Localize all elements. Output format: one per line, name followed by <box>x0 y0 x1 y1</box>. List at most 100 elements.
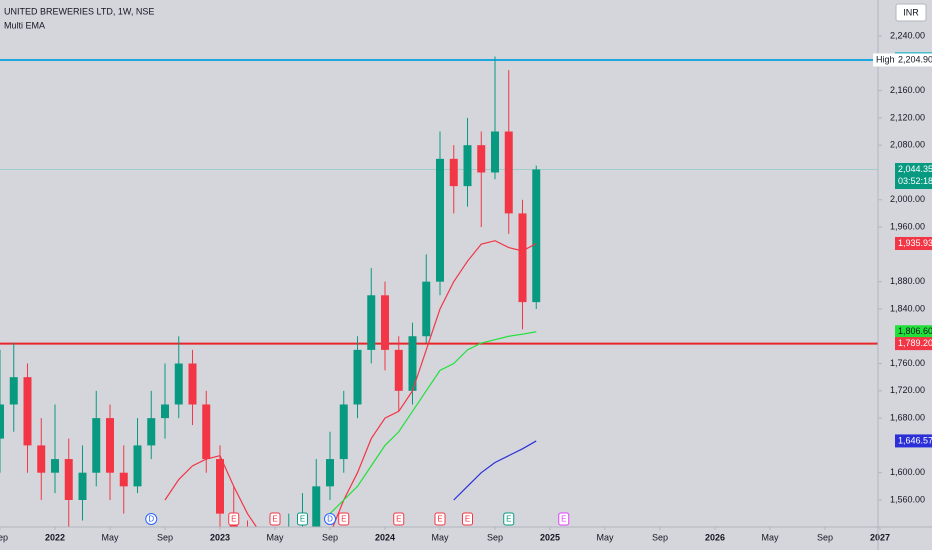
candle-body <box>9 377 18 405</box>
event-marker <box>297 512 308 526</box>
x-tick-label: Sep <box>157 532 173 542</box>
price-label-box <box>895 163 932 190</box>
x-tick-label: Sep <box>817 532 833 542</box>
candle-body <box>23 377 32 446</box>
event-marker <box>324 513 336 525</box>
candle-body <box>326 459 334 487</box>
candle-body <box>339 404 348 460</box>
price-label-box <box>895 53 932 67</box>
event-label: E <box>300 515 305 524</box>
event-label: D <box>148 515 154 524</box>
candle-body <box>491 131 499 173</box>
x-tick-label: Sep <box>0 532 8 542</box>
y-tick-label: 2,240.00 <box>890 30 925 40</box>
y-tick-label: 1,600.00 <box>890 467 925 477</box>
price-label-box <box>895 337 932 351</box>
event-marker <box>503 512 515 526</box>
candle-body <box>64 459 73 500</box>
x-tick-label: 2024 <box>375 532 395 542</box>
ema-line <box>453 440 537 501</box>
price-label: 1,806.60 <box>898 326 932 336</box>
y-tick-label: 1,960.00 <box>890 221 925 231</box>
x-tick-label: 2027 <box>870 532 890 542</box>
price-label: 1,646.57 <box>898 435 932 445</box>
price-label-box <box>895 434 932 448</box>
candle-body <box>367 295 376 350</box>
countdown: 03:52:18 <box>898 176 932 186</box>
price-label: 1,789.20 <box>898 338 932 348</box>
x-tick-label: 2026 <box>705 532 725 542</box>
currency-box[interactable] <box>895 3 927 22</box>
chart-title: UNITED BREWERIES LTD, 1W, NSE <box>4 6 154 16</box>
candle-body <box>106 418 114 473</box>
candle-body <box>504 131 513 214</box>
indicator-name: Multi EMA <box>4 20 45 30</box>
x-tick-label: Sep <box>322 532 338 542</box>
event-label: E <box>341 515 346 524</box>
y-tick-label: 1,680.00 <box>890 412 925 422</box>
x-tick-label: May <box>101 532 119 542</box>
y-tick-label: 2,160.00 <box>890 85 925 95</box>
x-tick-label: Sep <box>652 532 668 542</box>
event-marker <box>145 513 158 525</box>
candle-body <box>381 295 389 350</box>
ema-line <box>164 240 537 527</box>
price-label: 2,204.90 <box>898 54 932 64</box>
event-label: D <box>327 515 333 524</box>
event-marker <box>269 512 281 526</box>
candle-body <box>353 349 362 405</box>
y-tick-label: 2,000.00 <box>890 194 925 204</box>
ema-line <box>329 331 537 515</box>
candle-body <box>174 363 183 405</box>
candle-body <box>436 158 444 282</box>
event-label: E <box>437 515 442 524</box>
x-tick-label: 2023 <box>210 532 230 542</box>
candle-body <box>161 404 169 419</box>
price-label: 2,044.35 <box>898 164 932 174</box>
candle-body <box>532 169 541 303</box>
candle-body <box>188 363 197 405</box>
candle-body <box>394 349 403 391</box>
candle-body <box>518 213 527 303</box>
event-label: E <box>506 515 511 524</box>
currency[interactable]: INR <box>903 7 919 17</box>
x-tick-label: May <box>266 532 284 542</box>
event-marker <box>558 512 570 526</box>
event-marker <box>338 512 350 526</box>
tag-box <box>873 53 895 67</box>
candle-body <box>37 445 46 473</box>
x-tick-label: 2025 <box>540 532 560 542</box>
candle-body <box>202 404 211 460</box>
event-label: E <box>231 515 236 524</box>
y-tick-label: 1,840.00 <box>890 303 925 313</box>
x-tick-label: May <box>761 532 779 542</box>
candle-body <box>477 145 486 173</box>
candle-body <box>78 472 87 500</box>
price-label-box <box>895 325 932 339</box>
candle-body <box>463 145 472 187</box>
y-tick-label: 1,880.00 <box>890 276 925 286</box>
candle-body <box>0 404 4 439</box>
x-tick-label: May <box>431 532 449 542</box>
y-tick-label: 1,560.00 <box>890 494 925 504</box>
x-tick-label: May <box>596 532 614 542</box>
price-label-box <box>895 236 932 250</box>
event-label: E <box>396 515 401 524</box>
candle-body <box>449 158 458 187</box>
candle-body <box>147 418 156 446</box>
event-label: E <box>272 515 277 524</box>
x-tick-label: Sep <box>487 532 503 542</box>
event-label: E <box>465 515 470 524</box>
candle-body <box>133 445 142 487</box>
candle-body <box>216 459 224 514</box>
candle-body <box>422 281 431 337</box>
y-tick-label: 1,760.00 <box>890 358 925 368</box>
event-marker <box>228 512 240 526</box>
candle-body <box>92 418 101 473</box>
event-marker <box>393 512 405 526</box>
event-marker <box>434 512 446 526</box>
y-tick-label: 1,720.00 <box>890 385 925 395</box>
